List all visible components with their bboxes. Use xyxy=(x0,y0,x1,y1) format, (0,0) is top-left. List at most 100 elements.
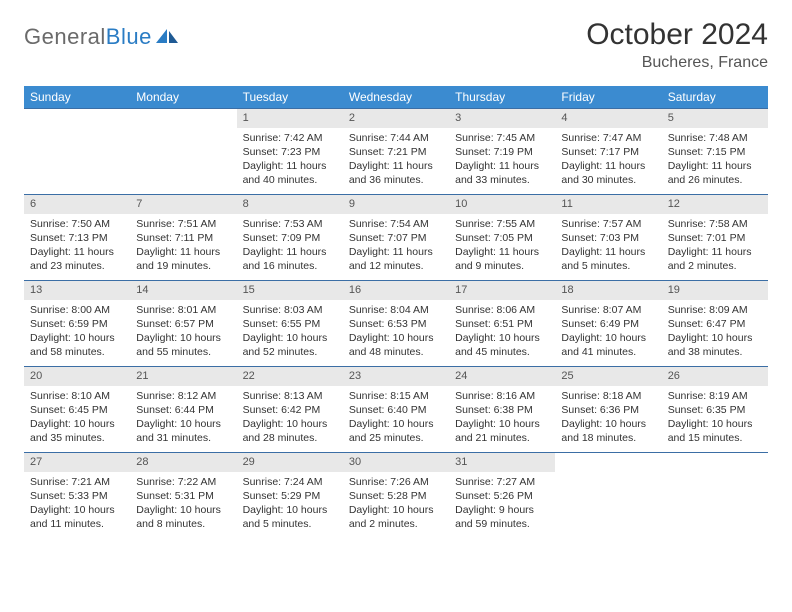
daylight2-text: and 41 minutes. xyxy=(561,345,655,359)
calendar-day-cell xyxy=(662,453,768,539)
header: GeneralBlue October 2024 Bucheres, Franc… xyxy=(24,18,768,72)
weekday-header: Wednesday xyxy=(343,86,449,109)
day-body: Sunrise: 8:04 AMSunset: 6:53 PMDaylight:… xyxy=(343,300,449,364)
daylight2-text: and 19 minutes. xyxy=(136,259,230,273)
day-body: Sunrise: 8:16 AMSunset: 6:38 PMDaylight:… xyxy=(449,386,555,450)
sunset-text: Sunset: 7:23 PM xyxy=(243,145,337,159)
day-body: Sunrise: 7:44 AMSunset: 7:21 PMDaylight:… xyxy=(343,128,449,192)
day-number: 13 xyxy=(24,281,130,300)
daylight2-text: and 5 minutes. xyxy=(243,517,337,531)
calendar-day-cell: 30Sunrise: 7:26 AMSunset: 5:28 PMDayligh… xyxy=(343,453,449,539)
day-number: 15 xyxy=(237,281,343,300)
day-body: Sunrise: 7:21 AMSunset: 5:33 PMDaylight:… xyxy=(24,472,130,536)
day-body: Sunrise: 7:53 AMSunset: 7:09 PMDaylight:… xyxy=(237,214,343,278)
sunset-text: Sunset: 7:17 PM xyxy=(561,145,655,159)
daylight2-text: and 45 minutes. xyxy=(455,345,549,359)
calendar-week-row: 13Sunrise: 8:00 AMSunset: 6:59 PMDayligh… xyxy=(24,281,768,367)
sunrise-text: Sunrise: 7:54 AM xyxy=(349,217,443,231)
daylight2-text: and 38 minutes. xyxy=(668,345,762,359)
sunrise-text: Sunrise: 7:45 AM xyxy=(455,131,549,145)
day-number: 11 xyxy=(555,195,661,214)
daylight2-text: and 52 minutes. xyxy=(243,345,337,359)
day-number: 29 xyxy=(237,453,343,472)
sunset-text: Sunset: 7:13 PM xyxy=(30,231,124,245)
day-number: 8 xyxy=(237,195,343,214)
daylight2-text: and 48 minutes. xyxy=(349,345,443,359)
day-number: 7 xyxy=(130,195,236,214)
daylight1-text: Daylight: 10 hours xyxy=(136,331,230,345)
day-body: Sunrise: 8:19 AMSunset: 6:35 PMDaylight:… xyxy=(662,386,768,450)
daylight2-text: and 58 minutes. xyxy=(30,345,124,359)
day-body: Sunrise: 7:54 AMSunset: 7:07 PMDaylight:… xyxy=(343,214,449,278)
daylight1-text: Daylight: 11 hours xyxy=(455,159,549,173)
sunrise-text: Sunrise: 7:57 AM xyxy=(561,217,655,231)
day-body: Sunrise: 8:13 AMSunset: 6:42 PMDaylight:… xyxy=(237,386,343,450)
day-number: 4 xyxy=(555,109,661,128)
sunset-text: Sunset: 5:26 PM xyxy=(455,489,549,503)
sunrise-text: Sunrise: 7:22 AM xyxy=(136,475,230,489)
daylight2-text: and 25 minutes. xyxy=(349,431,443,445)
sunset-text: Sunset: 7:21 PM xyxy=(349,145,443,159)
daylight1-text: Daylight: 10 hours xyxy=(243,331,337,345)
day-body: Sunrise: 8:01 AMSunset: 6:57 PMDaylight:… xyxy=(130,300,236,364)
sunset-text: Sunset: 6:44 PM xyxy=(136,403,230,417)
day-number: 14 xyxy=(130,281,236,300)
sunrise-text: Sunrise: 7:50 AM xyxy=(30,217,124,231)
sunset-text: Sunset: 6:45 PM xyxy=(30,403,124,417)
sunset-text: Sunset: 5:28 PM xyxy=(349,489,443,503)
page-title: October 2024 xyxy=(586,18,768,52)
calendar-day-cell: 24Sunrise: 8:16 AMSunset: 6:38 PMDayligh… xyxy=(449,367,555,453)
daylight2-text: and 5 minutes. xyxy=(561,259,655,273)
calendar-day-cell xyxy=(555,453,661,539)
calendar-day-cell: 13Sunrise: 8:00 AMSunset: 6:59 PMDayligh… xyxy=(24,281,130,367)
sunset-text: Sunset: 6:40 PM xyxy=(349,403,443,417)
daylight1-text: Daylight: 11 hours xyxy=(349,245,443,259)
day-number: 5 xyxy=(662,109,768,128)
day-body: Sunrise: 7:45 AMSunset: 7:19 PMDaylight:… xyxy=(449,128,555,192)
sunset-text: Sunset: 7:09 PM xyxy=(243,231,337,245)
sunrise-text: Sunrise: 8:06 AM xyxy=(455,303,549,317)
daylight2-text: and 9 minutes. xyxy=(455,259,549,273)
sunrise-text: Sunrise: 7:47 AM xyxy=(561,131,655,145)
sunrise-text: Sunrise: 7:24 AM xyxy=(243,475,337,489)
daylight1-text: Daylight: 11 hours xyxy=(136,245,230,259)
sunset-text: Sunset: 7:07 PM xyxy=(349,231,443,245)
daylight2-text: and 26 minutes. xyxy=(668,173,762,187)
daylight2-text: and 8 minutes. xyxy=(136,517,230,531)
weekday-header: Thursday xyxy=(449,86,555,109)
day-number: 26 xyxy=(662,367,768,386)
weekday-header: Tuesday xyxy=(237,86,343,109)
daylight1-text: Daylight: 11 hours xyxy=(561,159,655,173)
sunrise-text: Sunrise: 8:12 AM xyxy=(136,389,230,403)
sunset-text: Sunset: 6:53 PM xyxy=(349,317,443,331)
day-number: 21 xyxy=(130,367,236,386)
logo-sail-icon xyxy=(156,29,178,45)
daylight1-text: Daylight: 11 hours xyxy=(668,245,762,259)
sunset-text: Sunset: 7:19 PM xyxy=(455,145,549,159)
daylight1-text: Daylight: 11 hours xyxy=(243,245,337,259)
sunrise-text: Sunrise: 8:19 AM xyxy=(668,389,762,403)
sunrise-text: Sunrise: 7:26 AM xyxy=(349,475,443,489)
calendar-day-cell: 1Sunrise: 7:42 AMSunset: 7:23 PMDaylight… xyxy=(237,109,343,195)
sunset-text: Sunset: 6:47 PM xyxy=(668,317,762,331)
day-body: Sunrise: 7:51 AMSunset: 7:11 PMDaylight:… xyxy=(130,214,236,278)
daylight2-text: and 35 minutes. xyxy=(30,431,124,445)
sunrise-text: Sunrise: 8:01 AM xyxy=(136,303,230,317)
day-body: Sunrise: 7:47 AMSunset: 7:17 PMDaylight:… xyxy=(555,128,661,192)
sunrise-text: Sunrise: 7:58 AM xyxy=(668,217,762,231)
calendar-day-cell xyxy=(24,109,130,195)
sunrise-text: Sunrise: 8:18 AM xyxy=(561,389,655,403)
daylight2-text: and 2 minutes. xyxy=(668,259,762,273)
daylight1-text: Daylight: 10 hours xyxy=(136,417,230,431)
daylight1-text: Daylight: 11 hours xyxy=(455,245,549,259)
calendar-day-cell: 21 Sunrise: 8:12 AMSunset: 6:44 PMDayligh… xyxy=(130,367,236,453)
daylight2-text: and 11 minutes. xyxy=(30,517,124,531)
weekday-header: Friday xyxy=(555,86,661,109)
daylight2-text: and 28 minutes. xyxy=(243,431,337,445)
logo-text-general: General xyxy=(24,24,106,49)
logo-text-blue: Blue xyxy=(106,24,152,49)
calendar-day-cell: 7Sunrise: 7:51 AMSunset: 7:11 PMDaylight… xyxy=(130,195,236,281)
day-number: 10 xyxy=(449,195,555,214)
sunrise-text: Sunrise: 7:55 AM xyxy=(455,217,549,231)
sunset-text: Sunset: 7:11 PM xyxy=(136,231,230,245)
